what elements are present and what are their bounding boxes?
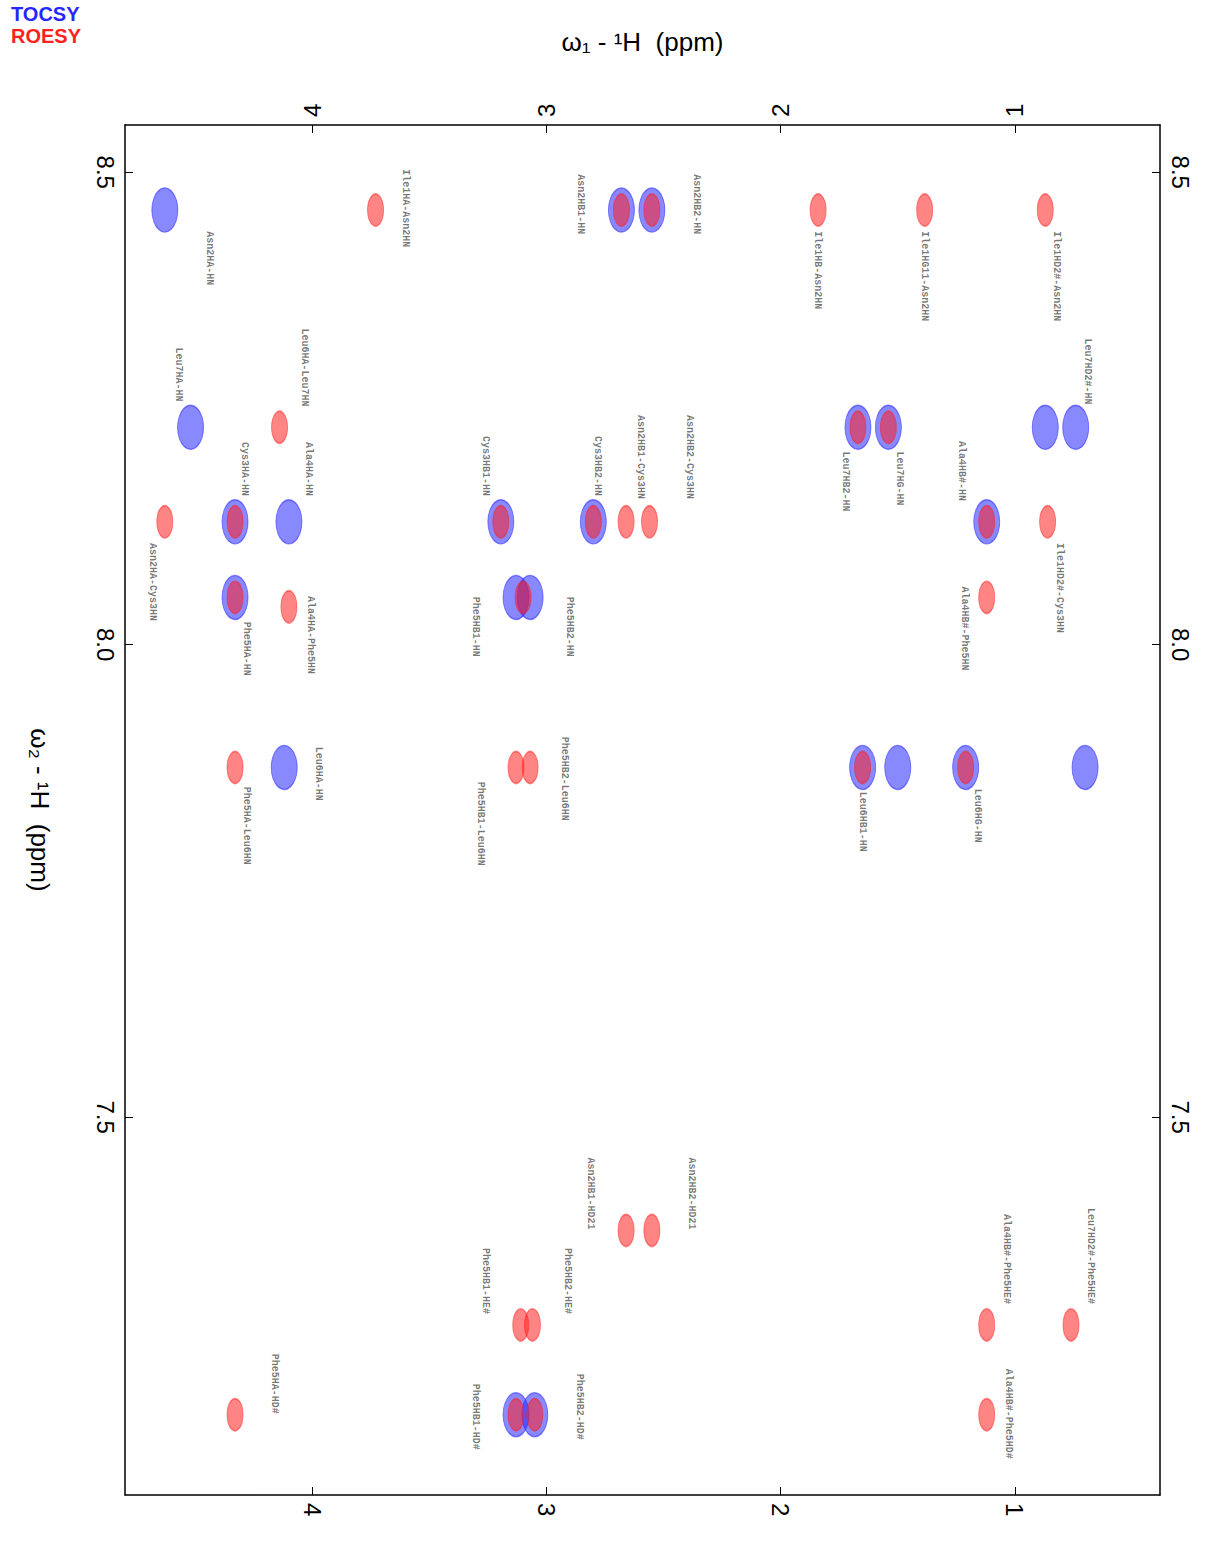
svg-text:3: 3 bbox=[533, 104, 560, 117]
svg-text:Leu6HA-HN: Leu6HA-HN bbox=[313, 747, 324, 801]
svg-text:Asn2HA-Cys3HN: Asn2HA-Cys3HN bbox=[147, 543, 158, 621]
svg-text:Leu7HD2#-HN: Leu7HD2#-HN bbox=[1082, 339, 1093, 405]
svg-text:Asn2HB2-HD21: Asn2HB2-HD21 bbox=[686, 1158, 697, 1230]
svg-text:Phe5HA-HN: Phe5HA-HN bbox=[241, 622, 252, 676]
svg-text:TOCSY: TOCSY bbox=[11, 3, 80, 25]
svg-text:Phe5HB2-Leu6HN: Phe5HB2-Leu6HN bbox=[559, 737, 570, 821]
svg-text:Phe5HA-HD#: Phe5HA-HD# bbox=[269, 1354, 280, 1414]
svg-text:Ala4HB#-Phe5HE#: Ala4HB#-Phe5HE# bbox=[1001, 1214, 1012, 1304]
svg-text:2: 2 bbox=[767, 1503, 794, 1516]
svg-text:Phe5HB2-HE#: Phe5HB2-HE# bbox=[562, 1248, 573, 1314]
svg-text:Leu6HG-HN: Leu6HG-HN bbox=[972, 789, 983, 843]
svg-text:Asn2HB1-HN: Asn2HB1-HN bbox=[575, 174, 586, 234]
svg-text:Ile1HA-Asn2HN: Ile1HA-Asn2HN bbox=[400, 169, 411, 247]
svg-text:Ala4HB#-Phe5HD#: Ala4HB#-Phe5HD# bbox=[1003, 1369, 1014, 1459]
svg-text:Asn2HB2-Cys3HN: Asn2HB2-Cys3HN bbox=[684, 415, 695, 499]
svg-text:Leu7HB2-HN: Leu7HB2-HN bbox=[840, 452, 851, 512]
svg-text:Ala4HA-Phe5HN: Ala4HA-Phe5HN bbox=[305, 596, 316, 674]
svg-text:8.5: 8.5 bbox=[1167, 156, 1194, 189]
svg-text:Cys3HB2-HN: Cys3HB2-HN bbox=[592, 436, 603, 496]
svg-text:Phe5HB2-HD#: Phe5HB2-HD# bbox=[574, 1374, 585, 1440]
svg-text:Phe5HB1-HD#: Phe5HB1-HD# bbox=[470, 1384, 481, 1450]
svg-text:3: 3 bbox=[533, 1503, 560, 1516]
svg-text:Phe5HB2-HN: Phe5HB2-HN bbox=[564, 597, 575, 657]
svg-text:ROESY: ROESY bbox=[11, 25, 82, 47]
svg-text:Leu7HG-HN: Leu7HG-HN bbox=[894, 452, 905, 506]
svg-text:Cys3HA-HN: Cys3HA-HN bbox=[239, 442, 250, 496]
svg-text:Phe5HB1-Leu6HN: Phe5HB1-Leu6HN bbox=[475, 782, 486, 866]
svg-text:Asn2HB2-HN: Asn2HB2-HN bbox=[691, 174, 702, 234]
svg-text:Ile1HG11-Asn2HN: Ile1HG11-Asn2HN bbox=[919, 231, 930, 321]
svg-text:Ile1HD2#-Asn2HN: Ile1HD2#-Asn2HN bbox=[1051, 231, 1062, 321]
svg-text:4: 4 bbox=[299, 1503, 326, 1516]
svg-text:Leu7HA-HN: Leu7HA-HN bbox=[173, 348, 184, 402]
svg-text:Asn2HA-HN: Asn2HA-HN bbox=[204, 231, 215, 285]
svg-text:Leu6HB1-HN: Leu6HB1-HN bbox=[857, 792, 868, 852]
svg-text:Leu6HA-Leu7HN: Leu6HA-Leu7HN bbox=[299, 328, 310, 406]
svg-text:1: 1 bbox=[1001, 1503, 1028, 1516]
svg-text:Ile1HB-Asn2HN: Ile1HB-Asn2HN bbox=[812, 231, 823, 309]
svg-text:Leu7HD2#-Phe5HE#: Leu7HD2#-Phe5HE# bbox=[1085, 1208, 1096, 1304]
svg-text:Ala4HB#-Phe5HN: Ala4HB#-Phe5HN bbox=[959, 587, 970, 671]
svg-text:Phe5HB1-HN: Phe5HB1-HN bbox=[470, 597, 481, 657]
svg-text:4: 4 bbox=[299, 104, 326, 117]
svg-text:2: 2 bbox=[767, 104, 794, 117]
svg-text:Ile1HD2#-Cys3HN: Ile1HD2#-Cys3HN bbox=[1054, 543, 1065, 633]
svg-text:7.5: 7.5 bbox=[1167, 1100, 1194, 1133]
svg-text:7.5: 7.5 bbox=[92, 1100, 119, 1133]
svg-text:Ala4HA-HN: Ala4HA-HN bbox=[303, 442, 314, 496]
svg-text:ω₂ - ¹H (ppm): ω₂ - ¹H (ppm) bbox=[25, 728, 55, 891]
svg-text:8.0: 8.0 bbox=[1167, 628, 1194, 661]
svg-text:1: 1 bbox=[1001, 104, 1028, 117]
svg-text:ω₁ - ¹H (ppm): ω₁ - ¹H (ppm) bbox=[562, 27, 724, 57]
svg-text:Phe5HA-Leu6HN: Phe5HA-Leu6HN bbox=[241, 787, 252, 865]
svg-text:Asn2HB1-Cys3HN: Asn2HB1-Cys3HN bbox=[635, 415, 646, 499]
svg-text:8.0: 8.0 bbox=[92, 628, 119, 661]
svg-text:Asn2HB1-HD21: Asn2HB1-HD21 bbox=[585, 1158, 596, 1230]
svg-text:8.5: 8.5 bbox=[92, 156, 119, 189]
svg-text:Phe5HB1-HE#: Phe5HB1-HE# bbox=[480, 1248, 491, 1314]
svg-text:Cys3HB1-HN: Cys3HB1-HN bbox=[480, 436, 491, 496]
svg-text:Ala4HB#-HN: Ala4HB#-HN bbox=[956, 441, 967, 501]
